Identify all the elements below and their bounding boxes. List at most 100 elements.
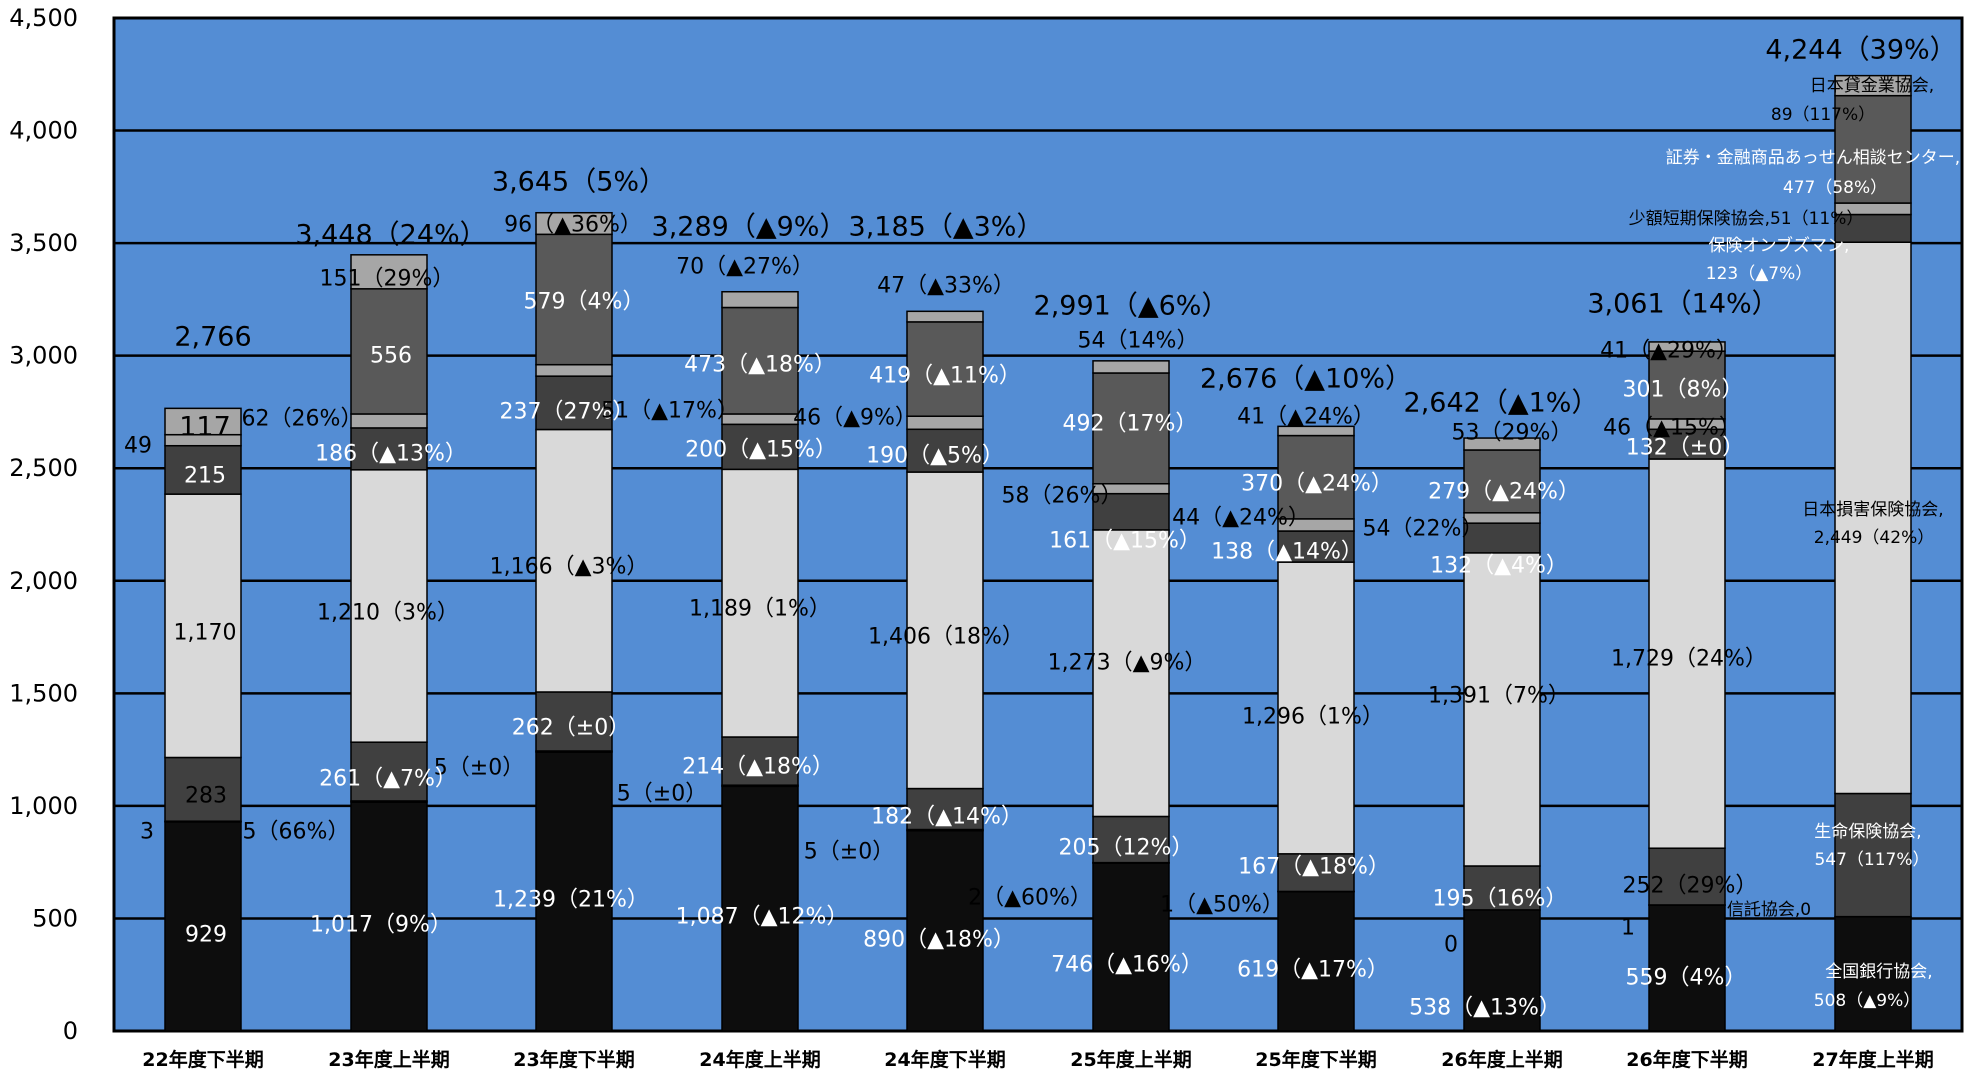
bar-segment [535,363,613,377]
data-label: 0 [1444,933,1458,958]
data-label: 161（▲15%） [1049,529,1201,554]
bar-segment [721,785,799,1032]
data-label: 283 [185,784,227,809]
bar-segment [164,407,242,436]
x-tick-label: 27年度上半期 [1812,1048,1933,1071]
y-tick-label: 2,000 [9,567,78,595]
x-tick-label: 24年度下半期 [884,1048,1005,1071]
data-label: 419（▲11%） [869,364,1021,389]
bar-segment [350,741,428,802]
bar-segment [721,468,799,738]
data-label: 3 [140,820,154,845]
data-label: 473（▲18%） [684,353,836,378]
data-label: 保険オンブズマン, [1709,235,1850,256]
bar-segment [1834,915,1912,1032]
data-label: 1,406（18%） [868,625,1024,650]
data-label: 2,449（42%） [1814,528,1934,548]
y-tick-label: 2,500 [9,454,78,482]
data-label: 1,189（1%） [689,597,831,622]
data-label: 証券・金融商品あっせん相談センター, [1666,148,1960,168]
data-label: 1 [1621,916,1635,941]
data-label: 508（▲9%） [1814,991,1921,1011]
y-tick-label: 4,500 [9,4,78,32]
data-label: 477（58%） [1783,178,1887,198]
bar-segment [1092,372,1170,485]
bar-segment [721,290,799,309]
x-tick-label: 26年度下半期 [1626,1048,1747,1071]
bar-segment [1092,862,1170,1032]
bar-segment [906,415,984,431]
data-label: 3,448（24%） [295,220,486,251]
bar-segment [1648,428,1726,460]
data-label: 3,289（▲9%） [652,212,847,243]
data-label: 138（▲14%） [1211,540,1363,565]
data-label: 4,244（39%） [1765,35,1956,66]
bar-segment [1463,552,1541,867]
data-label: 167（▲18%） [1238,855,1390,880]
bar-segment [164,756,242,822]
data-label: 少額短期保険協会,51（11%） [1629,209,1864,229]
y-tick-label: 1,000 [9,792,78,820]
data-label: 信託協会,0 [1727,900,1811,920]
data-label: 556 [370,344,412,369]
data-label: 全国銀行協会, [1825,962,1932,982]
bar-segment [1277,890,1355,1032]
bar-segment [906,471,984,790]
data-label: 5（±0） [804,840,894,865]
data-label: 619（▲17%） [1237,958,1389,983]
bar-segment [1648,458,1726,849]
data-label: 47（▲33%） [877,274,1015,299]
data-label: 3,645（5%） [492,167,666,198]
data-label: 492（17%） [1063,412,1198,437]
data-label: 195（16%） [1433,887,1568,912]
data-label: 252（29%） [1623,874,1758,899]
data-label: 70（▲27%） [676,255,814,280]
data-label: 1,087（▲12%） [676,905,849,930]
bar-segment [535,375,613,431]
data-label: 1,017（9%） [310,913,452,938]
data-label: 890（▲18%） [863,928,1015,953]
bar-segment [1092,360,1170,374]
bar-segment [350,469,428,743]
data-labels: 2,766 3,448（24%）3,645（5%） 3,289（▲9%） 3,185（… [124,35,1960,1021]
data-label: 49 [124,434,152,459]
data-label: 237（27%） [500,400,635,425]
bar-segment [1463,865,1541,911]
data-label: 3,185（▲3%） [849,212,1044,243]
data-label: 1（▲50%） [1160,893,1284,918]
data-label: 2,991（▲6%） [1034,291,1229,322]
data-label: 51（▲17%） [601,399,739,424]
data-label: 579（4%） [524,290,645,315]
data-label: 1,239（21%） [493,888,649,913]
bar-segment [350,427,428,471]
data-label: 1,296（1%） [1242,705,1384,730]
x-tick-label: 23年度上半期 [328,1048,449,1071]
bar-segment [1092,529,1170,818]
bar-segment [1277,530,1355,563]
bar-segment [721,736,799,786]
bar-segment [1648,847,1726,906]
bar-segment [350,254,428,290]
data-label: 2（▲60%） [968,886,1092,911]
data-label: 54（22%） [1363,517,1484,542]
data-label: 62（26%） [242,407,363,432]
data-label: 186（▲13%） [315,442,467,467]
data-label: 205（12%） [1059,836,1194,861]
bar-segment [1834,792,1912,918]
y-tick-label: 4,000 [9,117,78,145]
data-label: 261（▲7%） [319,767,457,792]
data-label: 132（±0） [1626,436,1744,461]
bar-segment [1648,341,1726,352]
x-tick-label: 25年度下半期 [1255,1048,1376,1071]
y-tick-label: 3,000 [9,342,78,370]
bar-segment [1092,815,1170,864]
data-label: 1,166（▲3%） [490,555,649,580]
data-label: 46（▲9%） [793,406,917,431]
bar-segment [164,444,242,495]
bar-segment [906,829,984,1032]
data-label: 53（29%） [1452,421,1573,446]
bar-segment [1277,561,1355,855]
data-label: 262（±0） [512,716,630,741]
x-tick-label: 26年度上半期 [1441,1048,1562,1071]
